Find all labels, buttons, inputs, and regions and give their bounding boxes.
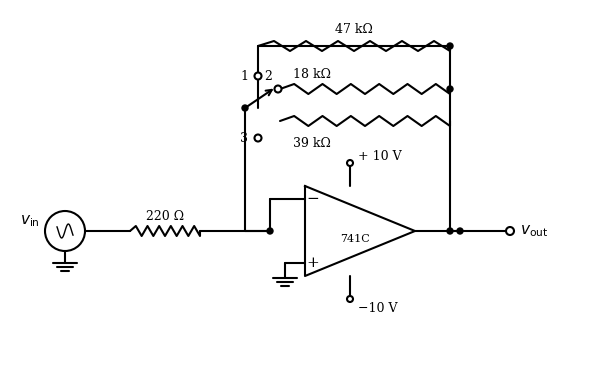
Text: 47 kΩ: 47 kΩ xyxy=(335,23,373,36)
Text: 2: 2 xyxy=(264,70,272,83)
Circle shape xyxy=(447,228,453,234)
Text: $v_{\mathrm{out}}$: $v_{\mathrm{out}}$ xyxy=(520,223,548,239)
Circle shape xyxy=(254,135,261,141)
Circle shape xyxy=(347,296,353,302)
Text: −: − xyxy=(307,192,319,206)
Circle shape xyxy=(347,160,353,166)
Text: 18 kΩ: 18 kΩ xyxy=(293,68,331,81)
Circle shape xyxy=(447,86,453,92)
Text: −10 V: −10 V xyxy=(358,303,398,315)
Text: 1: 1 xyxy=(240,70,248,82)
Circle shape xyxy=(242,105,248,111)
Text: 3: 3 xyxy=(240,132,248,144)
Circle shape xyxy=(457,228,463,234)
Circle shape xyxy=(447,43,453,49)
Text: 39 kΩ: 39 kΩ xyxy=(293,137,331,150)
Text: 741C: 741C xyxy=(340,234,370,244)
Circle shape xyxy=(506,227,514,235)
Circle shape xyxy=(267,228,273,234)
Circle shape xyxy=(274,85,281,92)
Circle shape xyxy=(254,73,261,79)
Text: +: + xyxy=(307,256,319,270)
Text: + 10 V: + 10 V xyxy=(358,150,402,162)
Text: 220 Ω: 220 Ω xyxy=(146,210,184,223)
Text: $v_{\mathrm{in}}$: $v_{\mathrm{in}}$ xyxy=(20,213,40,229)
